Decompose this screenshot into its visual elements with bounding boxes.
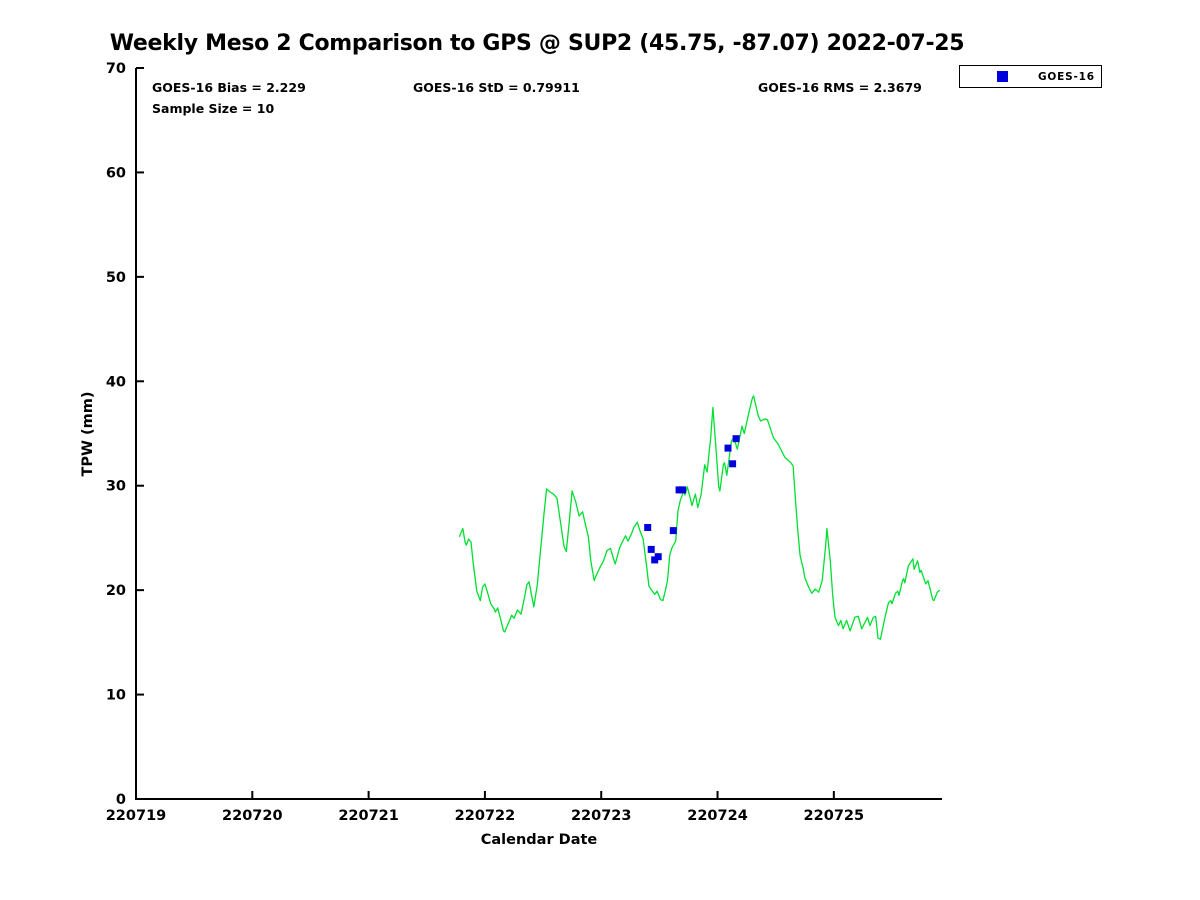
axis-spines bbox=[135, 68, 942, 800]
y-tick-label: 0 bbox=[116, 792, 126, 808]
goes16-data-point bbox=[647, 545, 655, 553]
x-tick-label: 220719 bbox=[106, 808, 167, 824]
goes16-data-point bbox=[729, 460, 737, 468]
x-tick-label: 220724 bbox=[687, 808, 748, 824]
stat-bias: GOES-16 Bias = 2.229 bbox=[152, 80, 306, 95]
goes16-data-point bbox=[732, 435, 740, 443]
legend: GOES-16 bbox=[959, 65, 1102, 88]
stat-std: GOES-16 StD = 0.79911 bbox=[413, 80, 580, 95]
y-tick-label: 40 bbox=[106, 374, 126, 390]
axes: 220719 220720 220721 220722 220723 220724 2207… bbox=[106, 61, 942, 824]
legend-label: GOES-16 bbox=[1038, 70, 1095, 83]
goes16-data-point bbox=[679, 486, 687, 494]
x-tick-label: 220725 bbox=[804, 808, 865, 824]
goes16-data-point bbox=[669, 527, 677, 535]
y-tick-label: 20 bbox=[106, 583, 126, 599]
y-axis-label: TPW (mm) bbox=[80, 391, 96, 477]
y-tick-label: 70 bbox=[106, 61, 126, 77]
goes16-data-point bbox=[644, 524, 652, 531]
goes16-legend-marker-icon bbox=[997, 71, 1008, 82]
y-tick-label: 10 bbox=[106, 688, 126, 704]
goes16-data-point bbox=[724, 444, 732, 452]
goes16-data-point bbox=[654, 553, 662, 561]
gps-line-series bbox=[458, 395, 941, 640]
goes16-marker-series bbox=[644, 435, 740, 564]
page-title: Weekly Meso 2 Comparison to GPS @ SUP2 (… bbox=[109, 31, 965, 56]
stat-rms: GOES-16 RMS = 2.3679 bbox=[758, 80, 922, 95]
x-axis-label: Calendar Date bbox=[480, 832, 598, 848]
x-tick-label: 220720 bbox=[222, 808, 283, 824]
x-tick-label: 220721 bbox=[338, 808, 399, 824]
x-tick-label: 220722 bbox=[455, 808, 516, 824]
y-tick-label: 30 bbox=[106, 479, 126, 495]
x-tick-label: 220723 bbox=[571, 808, 632, 824]
stat-sample-size: Sample Size = 10 bbox=[152, 101, 275, 116]
gps-tpw-line bbox=[458, 395, 941, 640]
y-tick-label: 60 bbox=[106, 165, 126, 181]
y-tick-label: 50 bbox=[106, 270, 126, 286]
